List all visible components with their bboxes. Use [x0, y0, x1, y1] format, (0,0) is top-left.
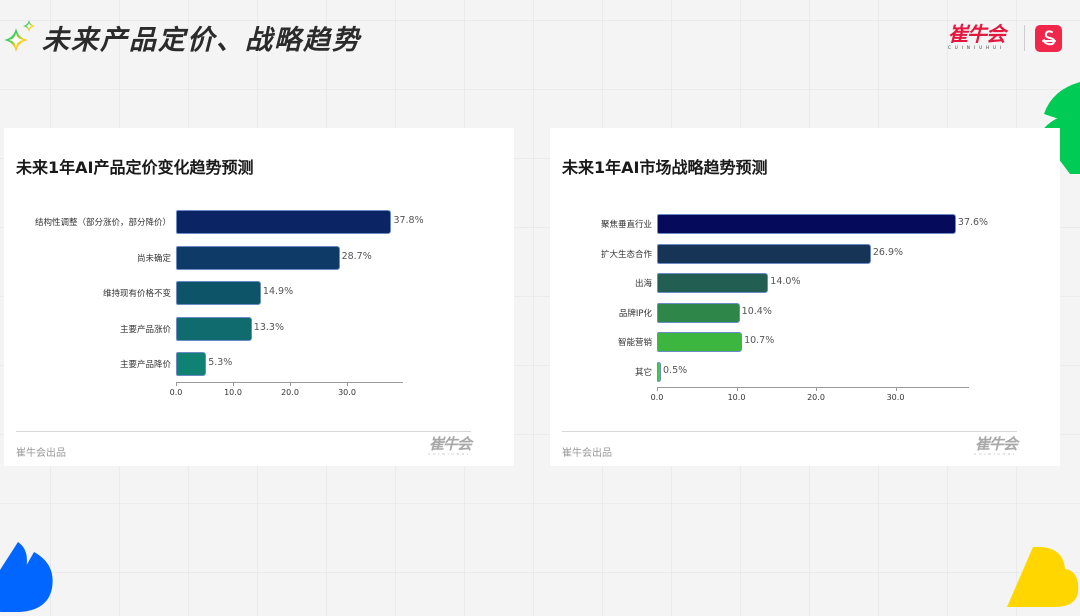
bar-category-label: 主要产品降价: [119, 360, 171, 370]
blue-drop-decoration: [0, 542, 53, 612]
bar-category-label: 主要产品涨价: [119, 324, 171, 335]
brand-name: 崔牛会: [948, 22, 1006, 46]
chart-card-strategy: 未来1年AI市场战略趋势预测 聚焦垂直行业 37.6% 扩大生态合作 26.9% 出海 1…: [550, 128, 1060, 466]
page-title: 未来产品定价、战略趋势: [42, 25, 361, 56]
yellow-leaf-decoration: [1007, 546, 1079, 607]
x-axis: [657, 387, 969, 388]
bar-category-label: 尚未确定: [136, 253, 171, 264]
bar: [176, 281, 261, 305]
brand-logo-group: 崔牛会 CUINIUHUI: [948, 24, 1062, 52]
bar: [657, 302, 740, 323]
bar-value-label: 26.9%: [872, 246, 904, 258]
brand-subtitle: CUINIUHUI: [948, 45, 1006, 50]
bar-category-label: 其它: [634, 368, 652, 378]
footer-logo-sub: CUINIUHUI: [974, 452, 1017, 456]
bar-value-label: 0.5%: [663, 365, 688, 376]
x-axis: [176, 382, 403, 383]
bar-category-label: 品牌IP化: [618, 308, 652, 319]
bar: [176, 316, 252, 341]
x-axis-tick: [657, 387, 658, 391]
bar: [657, 273, 769, 294]
x-axis-tick: [736, 387, 738, 391]
bar: [176, 245, 340, 270]
bar-category-label: 扩大生态合作: [600, 249, 652, 260]
x-axis-tick: [176, 382, 177, 386]
x-axis-tick-label: 10.0: [224, 388, 242, 397]
x-axis-tick-label: 10.0: [727, 393, 746, 402]
bar-category-label: 聚焦垂直行业: [600, 220, 652, 230]
bar-value-label: 10.4%: [741, 305, 772, 317]
bar-value-label: 37.8%: [393, 215, 424, 226]
footer-logo: 崔牛会 CUINIUHUI: [428, 435, 472, 457]
footer-logo-word: 崔牛会: [428, 435, 472, 453]
green-leaf-decoration: [1040, 82, 1080, 174]
bar: [657, 332, 743, 353]
brand-logo: 崔牛会 CUINIUHUI: [948, 24, 1014, 52]
x-axis-tick: [233, 382, 234, 386]
x-axis-tick-label: 0.0: [650, 393, 664, 402]
x-axis-tick-label: 0.0: [169, 388, 183, 397]
bar-value-label: 28.7%: [341, 250, 372, 262]
bar-category-label: 出海: [634, 279, 652, 290]
footer-credit: 崔牛会出品: [562, 448, 612, 459]
bar-chart-pricing: 结构性调整（部分涨价，部分降价） 37.8% 尚未确定 28.7% 维持现有价格不变 14…: [4, 128, 514, 466]
footer-logo: 崔牛会 CUINIUHUI: [974, 435, 1018, 457]
x-axis-tick-label: 30.0: [886, 393, 905, 402]
footer-credit: 崔牛会出品: [16, 448, 66, 459]
x-axis-tick-label: 30.0: [338, 388, 356, 397]
footer-divider: [562, 431, 1017, 432]
footer-logo-sub: CUINIUHUI: [428, 452, 471, 456]
bar: [176, 352, 207, 376]
bar-value-label: 13.3%: [253, 321, 284, 333]
x-axis-tick: [290, 382, 291, 386]
bar-chart-strategy: 聚焦垂直行业 37.6% 扩大生态合作 26.9% 出海 14.0% 品牌IP化 10.4% 智…: [550, 128, 1060, 466]
footer-divider: [16, 431, 471, 432]
s-logo-icon: [1035, 24, 1062, 52]
bar-value-label: 10.7%: [744, 335, 775, 347]
bar-category-label: 维持现有价格不变: [102, 289, 171, 299]
chart-title: 未来1年AI产品定价变化趋势预测: [16, 158, 254, 177]
bar-category-label: 结构性调整（部分涨价，部分降价）: [34, 218, 171, 228]
footer-logo-word: 崔牛会: [974, 435, 1018, 453]
x-axis-tick: [895, 387, 897, 391]
x-axis-tick: [816, 387, 817, 391]
bar: [657, 243, 871, 264]
bar: [176, 210, 392, 234]
chart-card-pricing: 未来1年AI产品定价变化趋势预测 结构性调整（部分涨价，部分降价） 37.8% 尚未…: [4, 128, 514, 466]
x-axis-tick-label: 20.0: [281, 388, 299, 397]
bar-value-label: 14.9%: [262, 286, 294, 297]
header: 未来产品定价、战略趋势 崔牛会 CUINIUHUI: [0, 0, 1080, 64]
x-axis-tick: [347, 382, 348, 386]
chart-title: 未来1年AI市场战略趋势预测: [562, 158, 768, 177]
bar-value-label: 14.0%: [770, 276, 801, 288]
bar-value-label: 5.3%: [208, 357, 233, 368]
bar-category-label: 智能营销: [617, 338, 652, 349]
brand-divider: [1024, 25, 1025, 51]
bar-value-label: 37.6%: [957, 217, 989, 228]
sparkle-icon: [4, 20, 35, 52]
x-axis-tick-label: 20.0: [807, 393, 825, 402]
bar: [657, 214, 956, 234]
bar: [657, 362, 661, 382]
